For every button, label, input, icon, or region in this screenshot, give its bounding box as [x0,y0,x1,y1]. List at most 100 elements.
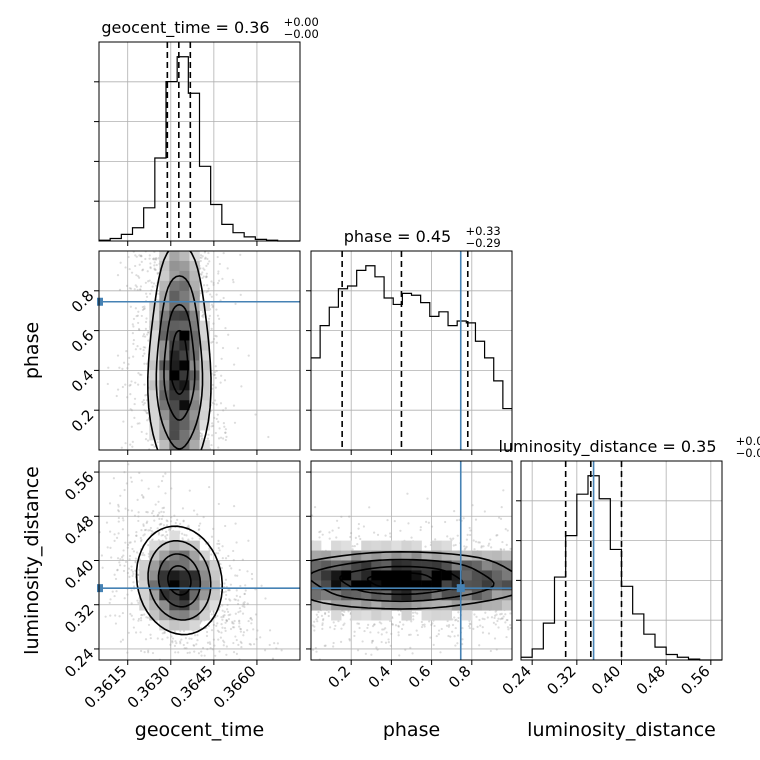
density-cell [189,570,200,581]
density-cell [189,330,200,341]
sample-point [141,268,145,271]
sample-point [120,446,123,449]
sample-point [232,622,235,625]
sample-point [227,618,231,621]
contour-line [157,553,202,608]
sample-point [349,531,353,535]
title-sup: +0.00 [284,15,319,29]
sample-point [87,586,89,588]
density-cell [159,540,170,551]
sample-point [126,396,129,399]
sample-point [232,363,236,366]
sample-point [389,644,392,647]
sample-point [149,633,152,636]
density-cell [411,590,422,601]
density-cell [169,400,180,411]
density-cell [321,550,332,561]
sample-point [139,616,143,620]
sample-point [313,629,316,632]
sample-point [242,631,246,634]
density-cell [311,550,322,561]
sample-point [398,621,402,624]
sample-point [149,529,152,532]
sample-point [445,624,449,627]
sample-point [454,644,457,647]
sample-point [469,529,472,532]
density-cell [491,590,503,601]
sample-point [165,537,168,540]
sample-point [182,519,185,522]
sample-point [212,304,215,308]
density-cell [471,590,483,601]
sample-point [139,285,143,288]
sample-point [255,638,258,641]
sample-point [215,308,218,311]
sample-point [473,548,476,551]
sample-point [152,282,156,285]
density-cell [199,330,210,341]
density-cell [149,390,160,401]
density-cell [491,600,503,611]
sample-point [140,260,143,263]
sample-point [228,598,231,601]
sample-point [140,314,143,318]
sample-point [128,558,131,561]
sample-point [208,260,211,263]
sample-point [193,634,197,637]
sample-point [357,522,360,526]
sample-point [133,540,137,543]
sample-point [62,447,64,449]
sample-point [210,613,213,616]
density-cell [351,610,362,621]
sample-point [148,254,151,257]
density-cell [159,400,170,411]
y-axis-label: phase [21,322,43,379]
density-cell [159,310,170,321]
sample-point [414,611,417,614]
sample-point [226,603,229,607]
sample-point [150,443,153,446]
sample-point [157,500,160,503]
sample-point [117,509,120,512]
sample-point [166,520,169,523]
sample-point [435,634,438,638]
sample-point [123,488,126,492]
sample-point [501,540,504,544]
sample-point [253,643,256,646]
density-cell [139,590,150,601]
sample-point [504,621,507,624]
sample-point [126,571,129,575]
sample-point [224,621,227,624]
sample-point [154,258,158,261]
density-cell [431,550,442,561]
density-cell [341,560,352,571]
sample-point [453,510,456,513]
sample-point [276,642,279,645]
sample-point [135,531,138,534]
density-cell [189,400,200,411]
sample-point [134,381,137,384]
sample-point [387,638,390,641]
density-map [149,251,210,450]
sample-point [146,616,150,619]
density-cell [381,550,392,561]
density-cell [491,570,503,581]
sample-point [222,296,225,300]
sample-point [209,293,212,296]
sample-point [136,314,139,317]
sample-point [419,526,422,529]
sample-point [142,524,145,527]
sample-point [173,514,176,517]
sample-point [215,335,218,338]
sample-point [218,549,221,552]
sample-point [248,642,251,646]
sample-point [182,629,186,633]
density-cell [169,560,180,571]
sample-point [143,383,146,386]
sample-point [156,637,159,640]
sample-point [313,620,316,623]
sample-point [111,590,114,593]
sample-point [493,637,497,640]
sample-point [361,640,364,643]
density-cell [501,600,512,611]
